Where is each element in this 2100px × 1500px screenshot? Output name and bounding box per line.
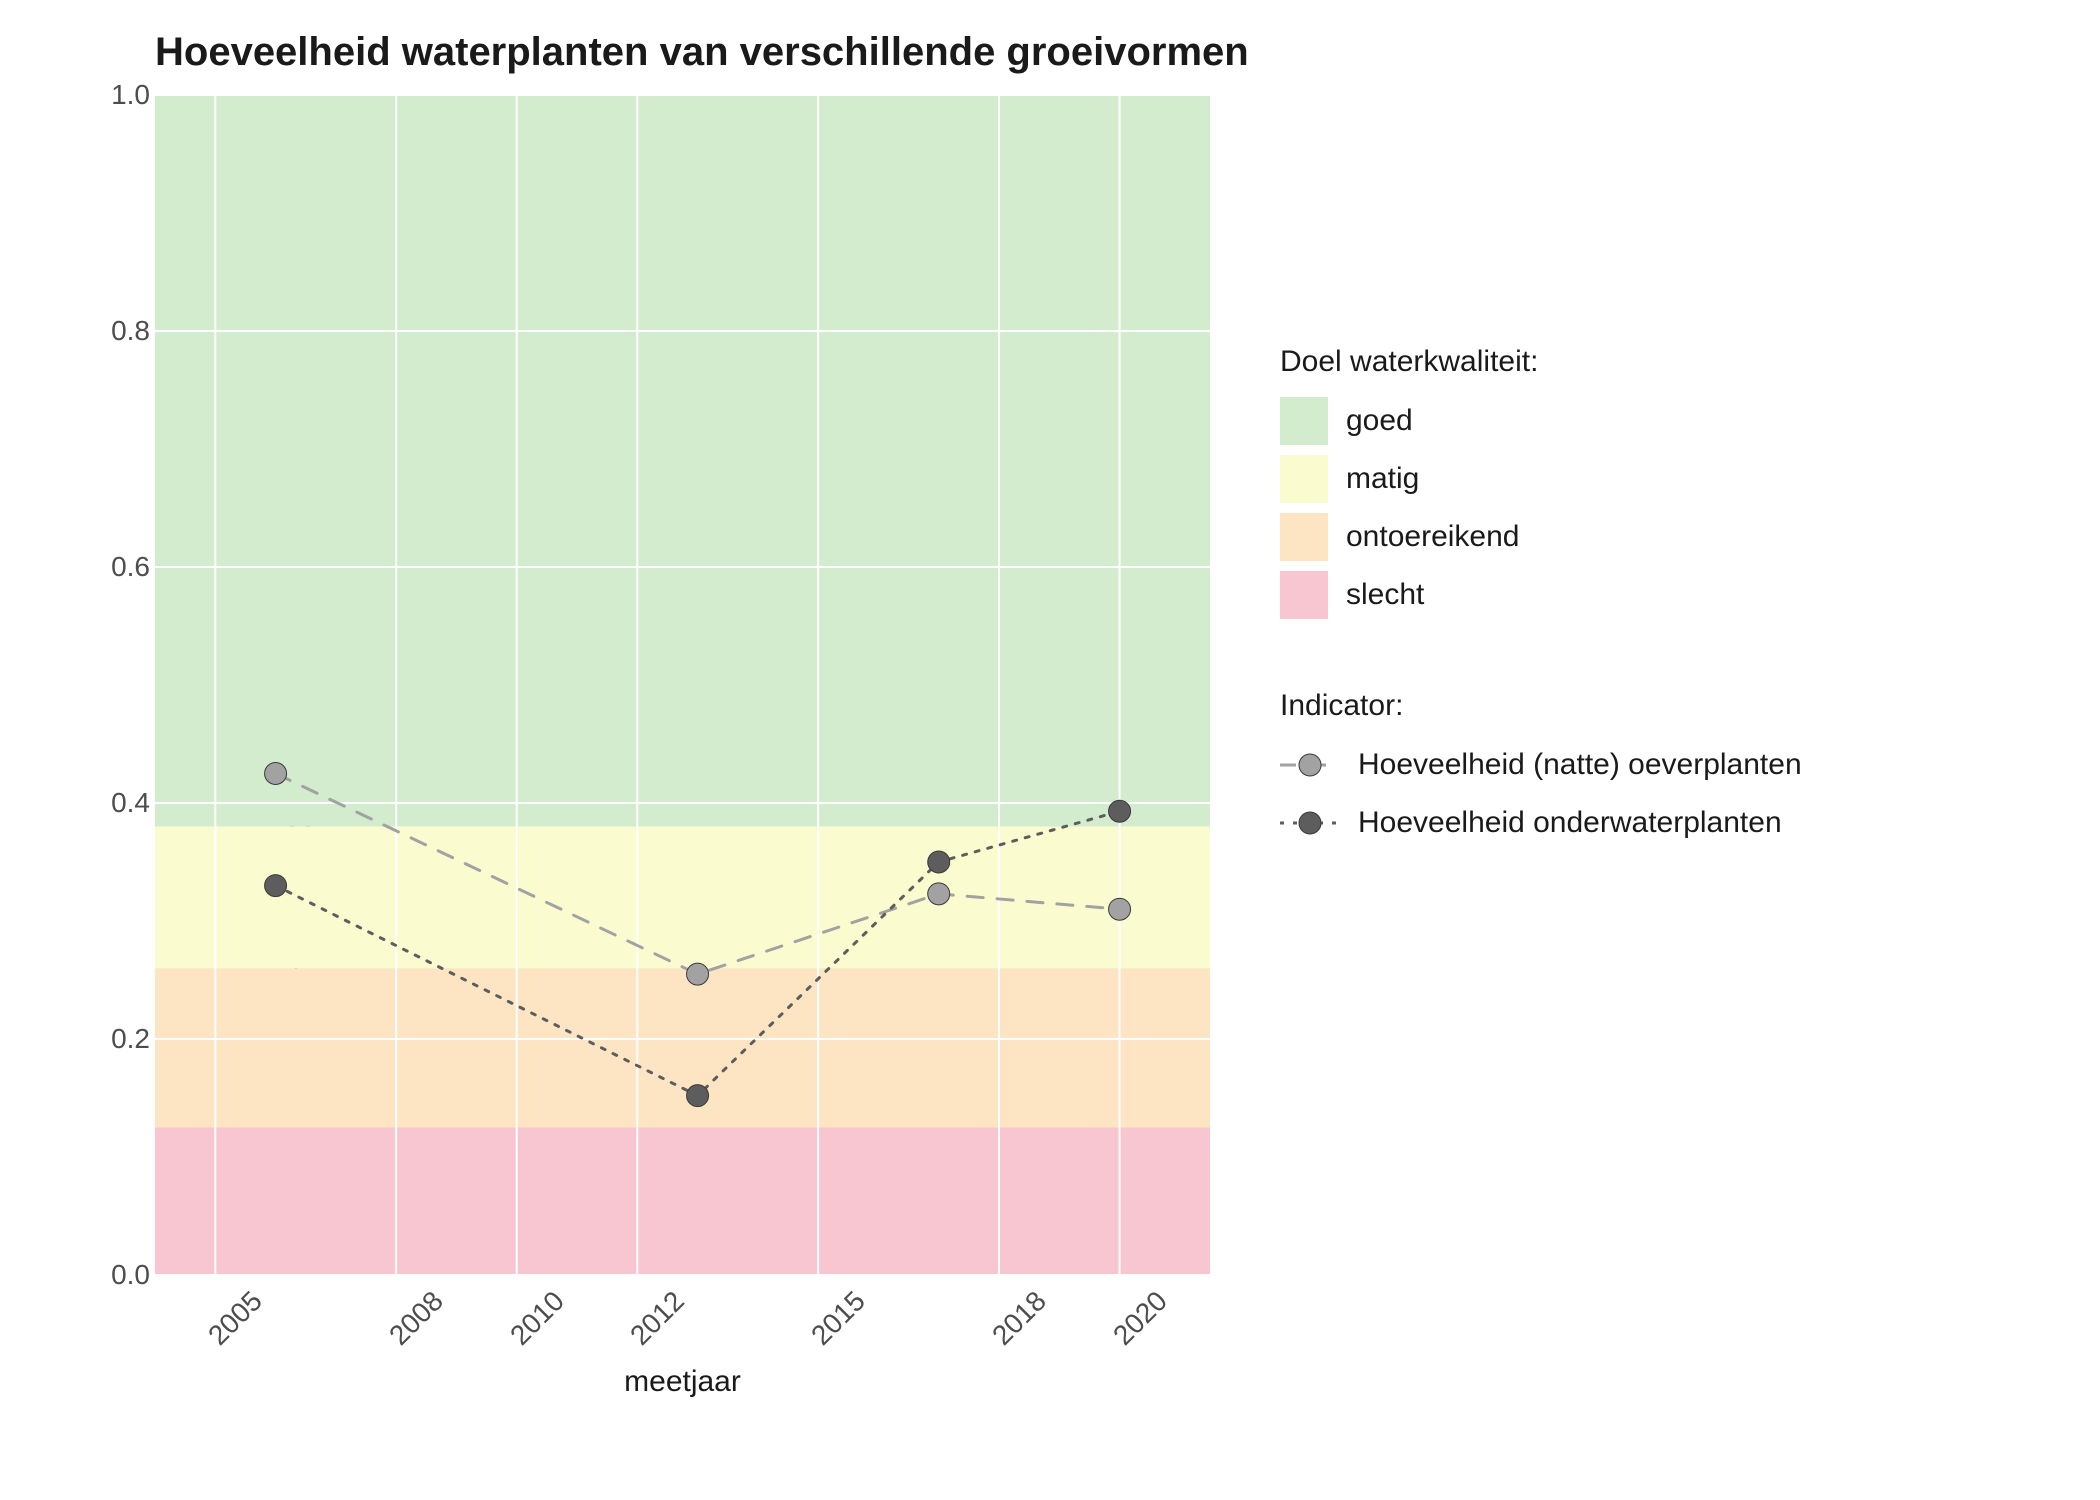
plot-svg [155,95,1210,1275]
series-point-0-0 [265,763,287,785]
series-point-0-2 [928,883,950,905]
legend-bands-title: Doel waterkwaliteit: [1280,345,2070,379]
series-point-0-3 [1109,898,1131,920]
x-tick-label: 2010 [504,1285,571,1352]
legend-label: matig [1346,462,1419,496]
series-point-1-2 [928,851,950,873]
plot-panel [155,95,1210,1275]
legend-band-item: goed [1280,397,2070,445]
legend-label: ontoereikend [1346,520,1519,554]
y-tick-label: 0.8 [111,315,150,347]
x-tick-label: 2005 [202,1285,269,1352]
main-layout: kwaliteitscore (0 is minimaal, 1 is maxi… [0,85,2100,1500]
legend-indicators-list: Hoeveelheid (natte) oeverplanten Hoeveelh… [1280,741,2070,847]
legend-indicator-item: Hoeveelheid (natte) oeverplanten [1280,741,2070,789]
band-goed [155,95,1210,827]
legend: Doel waterkwaliteit: goed matig ontoereike… [1240,85,2070,1500]
legend-indicators-title: Indicator: [1280,689,2070,723]
page-title: Hoeveelheid waterplanten van verschillen… [0,0,2100,85]
x-axis-label: meetjaar [155,1365,1210,1399]
x-tick-label: 2012 [624,1285,691,1352]
x-tick-label: 2015 [805,1285,872,1352]
band-ontoereikend [155,968,1210,1127]
legend-swatch [1280,397,1328,445]
series-point-0-1 [687,963,709,985]
legend-band-item: slecht [1280,571,2070,619]
series-point-1-1 [687,1085,709,1107]
legend-swatch [1280,455,1328,503]
series-point-1-0 [265,875,287,897]
chart-area: kwaliteitscore (0 is minimaal, 1 is maxi… [0,85,1240,1405]
legend-label: Hoeveelheid onderwaterplanten [1358,806,1782,840]
y-tick-label: 0.2 [111,1023,150,1055]
legend-band-item: matig [1280,455,2070,503]
legend-indicator-item: Hoeveelheid onderwaterplanten [1280,799,2070,847]
y-tick-label: 0.6 [111,551,150,583]
legend-swatch [1280,513,1328,561]
legend-label: goed [1346,404,1413,438]
x-tick-label: 2008 [383,1285,450,1352]
band-matig [155,827,1210,969]
legend-band-item: ontoereikend [1280,513,2070,561]
y-tick-label: 0.0 [111,1259,150,1291]
x-tick-label: 2018 [986,1285,1053,1352]
series-point-1-3 [1109,800,1131,822]
band-slecht [155,1128,1210,1276]
legend-indicator-swatch [1280,741,1340,789]
quality-bands [155,95,1210,1275]
legend-label: slecht [1346,578,1424,612]
legend-bands-list: goed matig ontoereikend slecht [1280,397,2070,619]
legend-swatch [1280,571,1328,619]
x-tick-label: 2020 [1107,1285,1174,1352]
legend-label: Hoeveelheid (natte) oeverplanten [1358,748,1802,782]
legend-indicator-swatch [1280,799,1340,847]
y-tick-label: 0.4 [111,787,150,819]
y-tick-label: 1.0 [111,79,150,111]
